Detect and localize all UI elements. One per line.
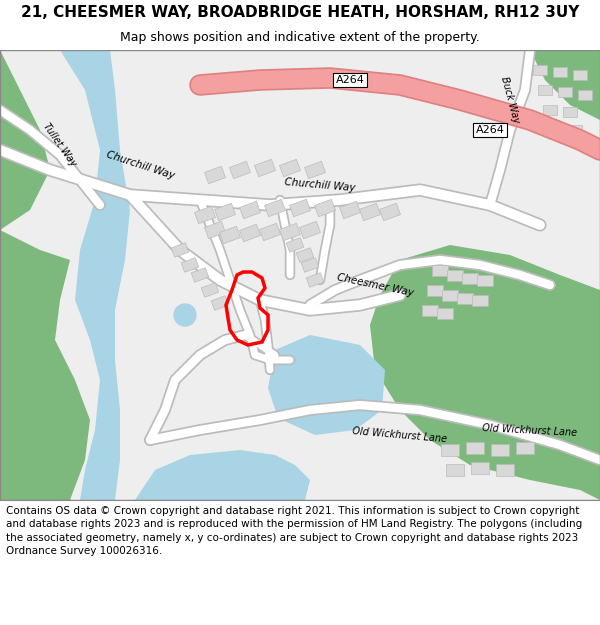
Bar xyxy=(304,161,326,179)
Bar xyxy=(201,282,219,298)
Bar xyxy=(211,296,229,310)
Bar xyxy=(457,292,473,304)
Bar xyxy=(229,161,251,179)
Bar xyxy=(422,304,438,316)
Bar xyxy=(306,272,324,288)
Bar xyxy=(462,272,478,284)
Bar xyxy=(181,258,199,272)
Bar xyxy=(441,444,459,456)
Bar xyxy=(239,201,260,219)
Bar xyxy=(573,70,587,80)
Bar xyxy=(254,159,275,177)
Bar xyxy=(194,206,215,224)
Bar xyxy=(359,203,380,221)
Text: Churchill Way: Churchill Way xyxy=(284,177,356,193)
Bar xyxy=(299,221,320,239)
Text: A264: A264 xyxy=(476,125,505,135)
Polygon shape xyxy=(530,50,600,120)
Bar xyxy=(191,268,209,282)
Bar xyxy=(259,223,281,241)
Bar xyxy=(280,159,301,177)
Text: A264: A264 xyxy=(335,75,364,85)
Text: Churchill Way: Churchill Way xyxy=(104,149,175,181)
Bar xyxy=(548,123,562,133)
Bar xyxy=(289,199,311,217)
Bar xyxy=(477,274,493,286)
Circle shape xyxy=(174,304,196,326)
Polygon shape xyxy=(268,335,385,435)
Text: A264: A264 xyxy=(335,75,365,85)
Bar xyxy=(314,199,335,217)
Bar xyxy=(296,248,314,262)
Polygon shape xyxy=(135,450,310,500)
Bar xyxy=(280,223,301,241)
Bar xyxy=(578,90,592,100)
Bar xyxy=(286,238,304,252)
Bar xyxy=(466,442,484,454)
Text: Buck Way: Buck Way xyxy=(499,76,521,124)
Bar xyxy=(205,221,226,239)
Bar xyxy=(553,67,567,77)
Bar xyxy=(340,201,361,219)
Bar xyxy=(301,258,319,272)
Text: Tullet Way: Tullet Way xyxy=(41,121,79,169)
Text: 21, CHEESMER WAY, BROADBRIDGE HEATH, HORSHAM, RH12 3UY: 21, CHEESMER WAY, BROADBRIDGE HEATH, HOR… xyxy=(21,5,579,20)
Bar xyxy=(543,105,557,115)
Bar xyxy=(533,65,547,75)
Text: A264: A264 xyxy=(475,121,505,139)
Polygon shape xyxy=(370,245,600,500)
Bar xyxy=(171,242,189,258)
Bar xyxy=(472,294,488,306)
Bar xyxy=(239,224,260,242)
Bar xyxy=(496,464,514,476)
Bar xyxy=(265,199,286,217)
Bar xyxy=(491,444,509,456)
Bar xyxy=(558,87,572,97)
Bar xyxy=(471,462,489,474)
Text: Map shows position and indicative extent of the property.: Map shows position and indicative extent… xyxy=(120,31,480,44)
Bar xyxy=(568,125,582,135)
Bar xyxy=(437,308,453,319)
Text: Old Wickhurst Lane: Old Wickhurst Lane xyxy=(482,422,578,437)
Bar xyxy=(563,107,577,117)
Polygon shape xyxy=(60,50,130,500)
Bar xyxy=(446,464,464,476)
Bar xyxy=(432,264,448,276)
Bar xyxy=(379,203,401,221)
Bar xyxy=(205,166,226,184)
Bar xyxy=(214,203,236,221)
Bar xyxy=(516,442,534,454)
Bar xyxy=(427,284,443,296)
Text: Contains OS data © Crown copyright and database right 2021. This information is : Contains OS data © Crown copyright and d… xyxy=(6,506,582,556)
Bar xyxy=(220,226,241,244)
Bar xyxy=(538,85,552,95)
Bar xyxy=(447,269,463,281)
Text: Old Wickhurst Lane: Old Wickhurst Lane xyxy=(352,426,448,444)
Text: Cheesmer Way: Cheesmer Way xyxy=(336,272,414,298)
Bar xyxy=(442,289,458,301)
Polygon shape xyxy=(0,50,90,500)
